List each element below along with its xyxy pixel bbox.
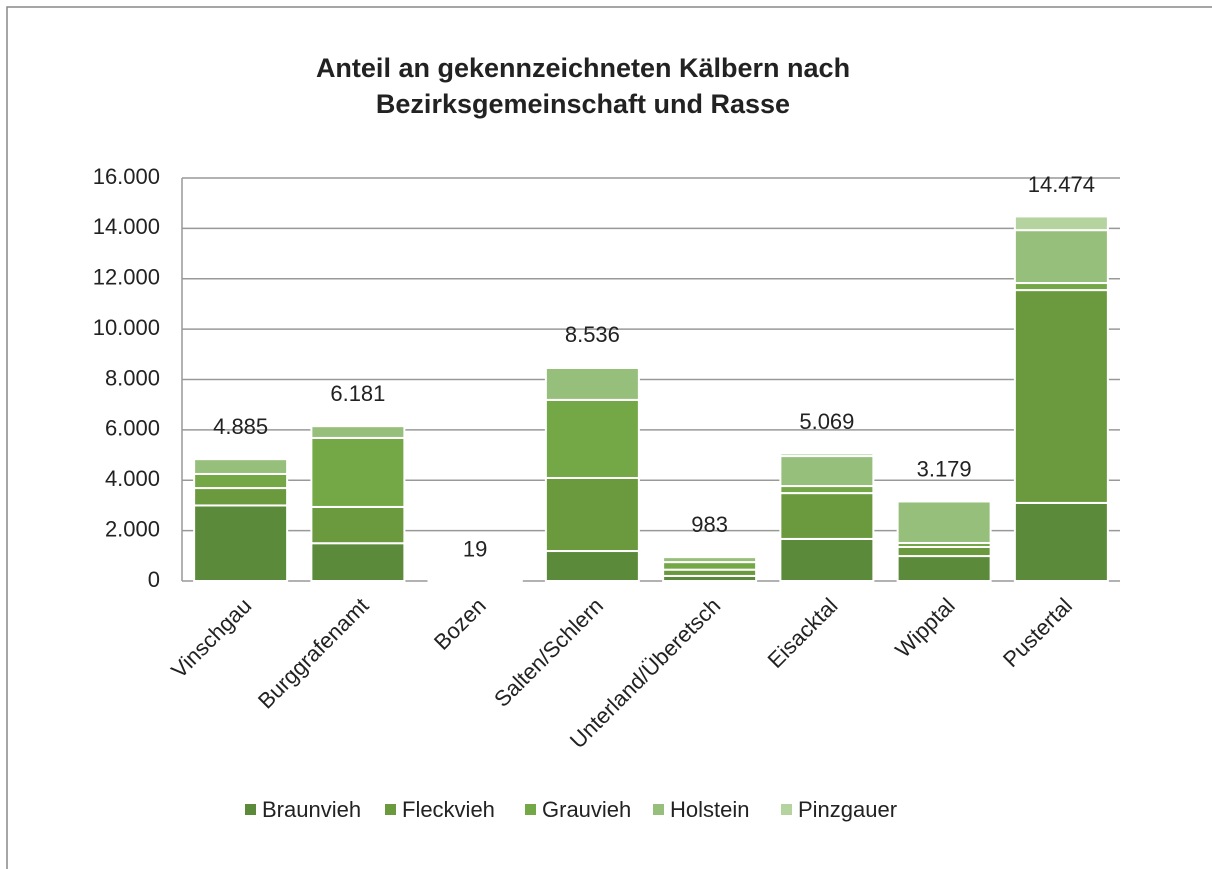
legend-label: Holstein	[670, 797, 749, 822]
total-label: 4.885	[213, 414, 268, 439]
y-tick-label: 6.000	[105, 416, 160, 441]
y-tick-label: 12.000	[93, 265, 160, 290]
y-tick-label: 0	[148, 567, 160, 592]
bar-segment	[193, 472, 289, 490]
legend-swatch	[653, 804, 664, 815]
chart-subtitle: Bezirksgemeinschaft und Rasse	[376, 89, 790, 119]
x-tick-label: Salten/Schlern	[489, 593, 608, 712]
bar-segment	[1013, 501, 1109, 583]
total-label: 19	[463, 536, 487, 561]
total-label: 6.181	[330, 381, 385, 406]
bar-segment	[1013, 289, 1109, 504]
legend-swatch	[781, 804, 792, 815]
bar-segment	[310, 436, 406, 508]
y-tick-label: 10.000	[93, 315, 160, 340]
legend-label: Pinzgauer	[798, 797, 897, 822]
bar-segment	[310, 505, 406, 545]
bar-segment	[193, 504, 289, 582]
y-tick-label: 2.000	[105, 516, 160, 541]
bar-segment	[662, 561, 758, 571]
legend-swatch	[525, 804, 536, 815]
bar-segment	[779, 455, 875, 488]
total-label: 14.474	[1028, 172, 1095, 197]
bar-segment	[193, 456, 289, 461]
bar-segment	[544, 550, 640, 582]
legend-swatch	[385, 804, 396, 815]
bar-segment	[310, 425, 406, 439]
bar-segment	[310, 424, 406, 428]
y-tick-label: 8.000	[105, 365, 160, 390]
y-tick-label: 14.000	[93, 214, 160, 239]
bar-segment	[544, 364, 640, 369]
total-label: 983	[691, 512, 728, 537]
total-label: 5.069	[799, 409, 854, 434]
legend-label: Braunvieh	[262, 797, 361, 822]
bar-segment	[779, 537, 875, 583]
x-tick-label: Pustertal	[998, 593, 1077, 672]
bar-segment	[896, 555, 992, 583]
bar-segment	[779, 485, 875, 495]
legend-label: Grauvieh	[542, 797, 631, 822]
bar-segment	[1013, 282, 1109, 292]
bar-segment	[779, 452, 875, 458]
total-label: 3.179	[917, 457, 972, 482]
frame	[6, 6, 1212, 869]
bar-segment	[1013, 229, 1109, 285]
total-label: 8.536	[565, 322, 620, 347]
bar-segment	[193, 458, 289, 475]
bar-segment	[544, 366, 640, 401]
legend-label: Fleckvieh	[402, 797, 495, 822]
x-tick-label: Vinschgau	[166, 593, 256, 683]
chart-title: Anteil an gekennzeichneten Kälbern nach	[316, 53, 850, 83]
y-tick-label: 4.000	[105, 466, 160, 491]
bar-segment	[1013, 215, 1109, 232]
bar-segment	[193, 487, 289, 507]
x-tick-label: Bozen	[429, 593, 491, 655]
x-tick-label: Wipptal	[890, 593, 960, 663]
legend-swatch	[245, 804, 256, 815]
bar-segment	[310, 542, 406, 582]
y-tick-label: 16.000	[93, 164, 160, 189]
x-tick-label: Burggrafenamt	[253, 593, 374, 714]
bar-segment	[662, 555, 758, 559]
bar-segment	[896, 545, 992, 558]
bar-segment	[544, 476, 640, 553]
bar-segment	[896, 500, 992, 544]
bar-segment	[779, 492, 875, 540]
x-tick-label: Eisacktal	[763, 593, 843, 673]
bar-segment	[544, 398, 640, 479]
